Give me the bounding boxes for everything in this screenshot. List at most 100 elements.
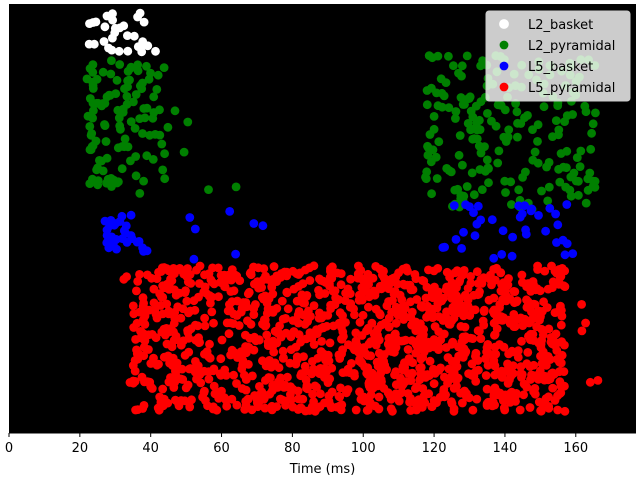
spike-point — [585, 377, 595, 387]
spike-point — [195, 279, 204, 288]
spike-point — [258, 275, 268, 285]
spike-point — [525, 403, 535, 412]
spike-point — [160, 174, 170, 184]
spike-point — [465, 92, 475, 102]
spike-point — [458, 307, 468, 317]
spike-point — [326, 264, 335, 274]
spike-point — [123, 82, 132, 92]
spike-point — [473, 201, 483, 211]
spike-point — [475, 165, 485, 174]
spike-point — [338, 311, 347, 321]
spike-point — [101, 137, 111, 146]
spike-point — [193, 371, 203, 380]
spike-point — [88, 98, 98, 108]
spike-point — [393, 311, 403, 320]
spike-point — [497, 280, 506, 289]
spike-point — [374, 348, 384, 358]
spike-point — [551, 329, 561, 339]
spike-point — [386, 394, 396, 404]
spike-point — [333, 268, 342, 278]
spike-point — [436, 363, 445, 373]
spike-point — [374, 392, 384, 402]
spike-point — [167, 276, 177, 286]
spike-point — [305, 276, 315, 285]
spike-point — [417, 301, 427, 310]
spike-point — [490, 383, 500, 393]
spike-point — [106, 69, 116, 79]
spike-point — [465, 311, 475, 320]
spike-point — [133, 277, 143, 286]
spike-point — [337, 334, 347, 344]
spike-point — [451, 107, 461, 116]
spike-point — [471, 366, 481, 376]
spike-point — [204, 185, 213, 195]
spike-point — [158, 292, 168, 302]
spike-point — [237, 351, 247, 361]
spike-point — [472, 394, 482, 404]
spike-point — [510, 287, 520, 296]
spike-point — [98, 67, 108, 77]
spike-point — [418, 332, 428, 342]
spike-point — [403, 266, 412, 276]
spike-point — [396, 336, 406, 346]
spike-point — [267, 405, 277, 415]
spike-point — [516, 313, 526, 323]
spike-point — [133, 405, 143, 414]
spike-point — [83, 111, 93, 121]
spike-point — [530, 389, 540, 399]
spike-point — [292, 296, 302, 306]
spike-point — [391, 318, 401, 328]
spike-point — [336, 383, 345, 393]
spike-point — [142, 151, 152, 161]
spike-point — [504, 389, 514, 399]
spike-point — [207, 277, 217, 287]
spike-point — [466, 272, 475, 281]
spike-point — [583, 174, 593, 184]
spike-point — [351, 328, 361, 338]
spike-point — [424, 51, 434, 60]
spike-point — [439, 293, 448, 303]
spike-point — [476, 215, 486, 225]
spike-point — [519, 379, 529, 389]
spike-point — [532, 322, 541, 332]
spike-point — [232, 400, 242, 410]
spike-point — [299, 352, 308, 361]
x-tick-label: 60 — [213, 441, 230, 456]
spike-point — [460, 349, 470, 358]
spike-point — [99, 37, 109, 46]
spike-point — [158, 165, 168, 175]
spike-point — [554, 125, 564, 135]
spike-point — [216, 354, 226, 364]
spike-point — [533, 265, 542, 274]
x-tick-label: 120 — [422, 441, 447, 456]
spike-point — [518, 278, 527, 287]
spike-point — [468, 405, 478, 415]
spike-point — [205, 339, 214, 349]
spike-point — [154, 359, 163, 369]
spike-point — [148, 113, 158, 123]
spike-point — [538, 400, 548, 409]
spike-point — [194, 292, 203, 302]
spike-point — [262, 308, 272, 318]
spike-point — [216, 270, 226, 280]
spike-point — [351, 405, 361, 415]
spike-point — [528, 155, 538, 165]
spike-point — [336, 280, 346, 290]
spike-point — [483, 360, 493, 370]
spike-point — [554, 367, 564, 377]
spike-point — [104, 243, 114, 253]
spike-point — [432, 174, 442, 183]
spike-point — [511, 397, 520, 406]
spike-point — [374, 335, 384, 345]
spike-point — [461, 392, 471, 401]
spike-point — [560, 381, 569, 391]
spike-point — [539, 297, 548, 307]
spike-point — [184, 397, 194, 407]
spike-point — [458, 160, 467, 170]
spike-point — [473, 279, 483, 288]
spike-point — [316, 389, 325, 399]
spike-point — [123, 66, 133, 76]
spike-point — [174, 399, 183, 408]
spike-point — [349, 369, 359, 378]
spike-point — [507, 251, 517, 261]
